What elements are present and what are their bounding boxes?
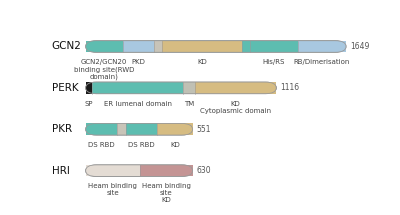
Text: SP: SP bbox=[85, 101, 93, 107]
FancyBboxPatch shape bbox=[86, 123, 117, 135]
FancyBboxPatch shape bbox=[92, 82, 183, 94]
Text: HRI: HRI bbox=[52, 166, 70, 176]
FancyBboxPatch shape bbox=[154, 41, 162, 52]
Text: KD
Cytoplasmic domain: KD Cytoplasmic domain bbox=[200, 101, 271, 114]
Text: KD: KD bbox=[197, 59, 207, 65]
FancyBboxPatch shape bbox=[157, 123, 193, 135]
FancyBboxPatch shape bbox=[86, 123, 193, 135]
FancyBboxPatch shape bbox=[117, 123, 126, 135]
Text: KD: KD bbox=[170, 142, 180, 148]
FancyBboxPatch shape bbox=[140, 165, 193, 177]
Text: PKR: PKR bbox=[52, 124, 72, 134]
FancyBboxPatch shape bbox=[86, 41, 123, 52]
FancyBboxPatch shape bbox=[250, 41, 298, 52]
Text: GCN2: GCN2 bbox=[52, 41, 82, 52]
Text: PKD: PKD bbox=[132, 59, 145, 65]
FancyBboxPatch shape bbox=[86, 165, 193, 177]
FancyBboxPatch shape bbox=[86, 82, 276, 94]
FancyBboxPatch shape bbox=[123, 41, 154, 52]
FancyBboxPatch shape bbox=[162, 41, 242, 52]
Text: DS RBD: DS RBD bbox=[88, 142, 114, 148]
Text: DS RBD: DS RBD bbox=[128, 142, 155, 148]
Text: PERK: PERK bbox=[52, 83, 78, 93]
Text: Heam binding
site
KD: Heam binding site KD bbox=[142, 183, 191, 203]
FancyBboxPatch shape bbox=[195, 82, 276, 94]
Text: 630: 630 bbox=[196, 166, 211, 175]
FancyBboxPatch shape bbox=[126, 123, 157, 135]
Text: 1649: 1649 bbox=[350, 42, 369, 51]
FancyBboxPatch shape bbox=[242, 41, 250, 52]
FancyBboxPatch shape bbox=[86, 82, 92, 94]
FancyBboxPatch shape bbox=[86, 41, 346, 52]
Text: His/RS: His/RS bbox=[263, 59, 285, 65]
Text: 1116: 1116 bbox=[280, 83, 299, 92]
FancyBboxPatch shape bbox=[86, 165, 140, 177]
Text: GCN2/GCN20
binding site(RWD
domain): GCN2/GCN20 binding site(RWD domain) bbox=[74, 59, 134, 80]
Text: TM: TM bbox=[184, 101, 194, 107]
Text: Heam binding
site: Heam binding site bbox=[88, 183, 137, 197]
FancyBboxPatch shape bbox=[298, 41, 346, 52]
Text: RB/Dimerisation: RB/Dimerisation bbox=[294, 59, 350, 65]
Text: ER lumenal domain: ER lumenal domain bbox=[104, 101, 172, 107]
Text: 551: 551 bbox=[196, 125, 211, 134]
FancyBboxPatch shape bbox=[183, 82, 195, 94]
